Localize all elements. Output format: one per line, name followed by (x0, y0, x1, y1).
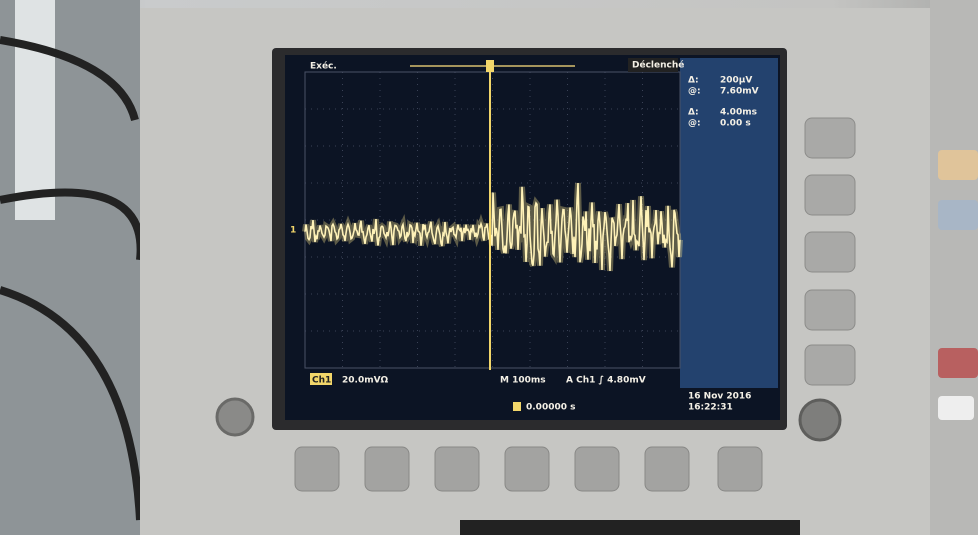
menu-button[interactable] (435, 447, 479, 491)
right-panel (930, 0, 978, 535)
trigger-position: 0.00000 s (526, 403, 575, 413)
cursor-symbol: @: (688, 87, 701, 97)
knob[interactable] (217, 399, 253, 435)
menu-button[interactable] (365, 447, 409, 491)
channel-label: Ch1 (312, 376, 331, 386)
cursor-symbol: Δ: (688, 76, 699, 86)
menu-button[interactable] (505, 447, 549, 491)
button (938, 348, 978, 378)
run-state: Exéc. (310, 61, 337, 72)
side-button[interactable] (805, 290, 855, 330)
menu-button[interactable] (575, 447, 619, 491)
window (15, 0, 55, 220)
button (938, 396, 974, 420)
button (938, 150, 978, 180)
menu-button[interactable] (295, 447, 339, 491)
scene: Exéc. Déclenché Δ: 200µV @: 7.60mV Δ: 4.… (0, 0, 978, 535)
side-button[interactable] (805, 232, 855, 272)
time: 16:22:31 (688, 403, 733, 413)
cursor-value: 200µV (720, 76, 752, 86)
cursor-value: 0.00 s (720, 119, 751, 129)
side-button[interactable] (805, 175, 855, 215)
date: 16 Nov 2016 (688, 392, 751, 402)
cursor-symbol: @: (688, 119, 701, 129)
bottom-port (460, 520, 800, 535)
channel-scale: 20.0mVΩ (342, 376, 389, 386)
side-button[interactable] (805, 345, 855, 385)
menu-button[interactable] (718, 447, 762, 491)
cursor-value: 7.60mV (720, 87, 759, 97)
knob[interactable] (800, 400, 840, 440)
timebase: M 100ms (500, 376, 546, 386)
trigger-marker (486, 60, 494, 72)
cursor-symbol: Δ: (688, 108, 699, 118)
channel-marker: 1 (290, 226, 296, 236)
side-button[interactable] (805, 118, 855, 158)
cursor-value: 4.00ms (720, 108, 757, 118)
trigger-state: Déclenché (632, 60, 684, 71)
trigger-info: A Ch1 ∫ 4.80mV (566, 376, 646, 386)
menu-button[interactable] (645, 447, 689, 491)
position-icon (513, 402, 521, 411)
button (938, 200, 978, 230)
